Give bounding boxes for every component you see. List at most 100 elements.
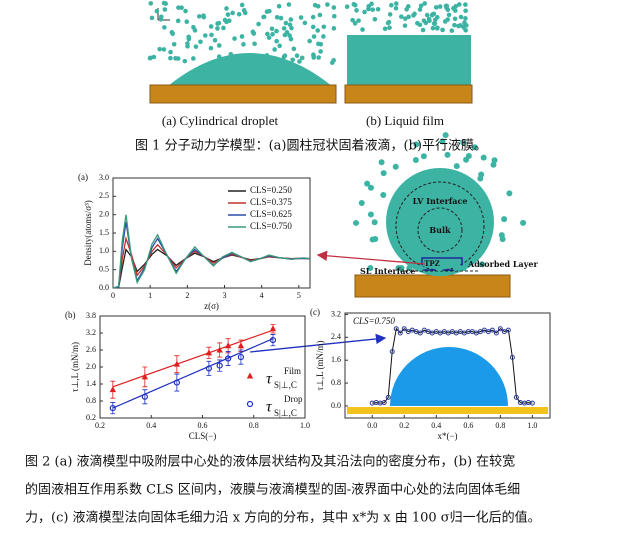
molecule [417,22,423,28]
molecule [421,18,427,23]
molecule [191,56,196,61]
molecule [435,265,442,271]
molecule [375,6,381,12]
molecule [169,30,175,35]
molecule [157,46,162,52]
data-point [216,362,223,369]
legend-marker [246,400,254,408]
molecule [277,43,282,49]
error-bar [238,349,244,365]
error-bar [206,360,212,376]
x-tick-label: 3 [223,291,227,300]
molecule [378,159,385,166]
molecule [302,20,308,26]
data-point [237,342,245,349]
molecule [186,36,192,42]
data-point [389,349,395,355]
molecule [315,28,321,33]
molecule [228,51,234,57]
molecule [393,1,399,6]
molecule [499,236,506,243]
y-axis-label: Density(atoms/σ³) [83,200,93,266]
y-tick-label: 3.2 [331,309,341,318]
molecule [241,42,246,47]
data-point [417,330,423,336]
molecule [463,16,468,21]
molecule [344,4,350,9]
molecule [161,47,167,52]
molecule [168,49,173,55]
lv-boundary [395,181,485,271]
molecule [284,30,290,35]
molecule [430,25,436,31]
annotation: CLS=0.750 [353,316,395,326]
molecule [506,190,513,197]
substrate [354,274,511,298]
molecule [316,55,322,60]
data-point [205,365,213,372]
molecule [406,265,413,271]
molecule [331,13,337,19]
molecule [501,216,508,223]
molecule [420,153,427,160]
panel-label: (a) [78,172,88,182]
data-point [269,336,277,344]
molecule [440,27,445,33]
molecule [162,7,168,12]
figure-caption: 的固液相互作用系数 CLS 区间内，液膜与液滴模型的固-液界面中心处的法向固体毛… [25,482,520,498]
data-point [141,393,148,400]
x-tick-label: 1.0 [527,421,537,430]
data-point [513,394,519,400]
molecule [393,5,399,11]
molecule [418,3,424,9]
droplet [386,168,494,276]
y-axis-label: τ⊥,L (mN/m) [315,340,325,390]
y-tick-label: 3.2 [86,328,96,337]
molecule [225,12,231,17]
molecule [221,25,226,31]
molecule [159,14,164,20]
molecule [385,20,391,26]
bulk-boundary [417,207,463,253]
data-point [141,373,149,380]
molecule [283,20,289,26]
molecule [281,54,287,60]
molecule [399,14,404,19]
diagram-label: LV Interface [413,196,468,206]
x-tick-label: 1.0 [300,421,310,430]
molecule [208,45,214,51]
y-tick-label: 0.5 [99,264,109,273]
data-point [401,326,407,332]
molecule [270,56,276,61]
molecule [312,2,318,8]
error-bar [174,373,180,392]
molecule [442,19,448,24]
molecule [331,5,337,10]
molecule [480,154,487,161]
data-point [237,353,245,361]
arrow [249,333,387,353]
legend-label: Drop [284,394,303,404]
molecule [185,41,190,46]
molecule [179,5,184,10]
molecule [297,59,302,64]
data-point [173,360,181,367]
molecule [456,23,461,29]
molecule [198,39,203,45]
molecule [478,171,485,178]
molecule [281,26,287,31]
molecule [272,47,277,52]
molecule [208,24,214,29]
molecule [451,6,456,11]
molecule [193,44,199,49]
molecule [350,17,355,23]
molecule [367,184,374,191]
data-point [173,379,180,386]
molecule [372,16,378,22]
data-point [205,349,213,356]
y-tick-label: 2.0 [86,362,96,371]
molecule [184,19,190,25]
y-tick-label: 1.0 [99,246,109,255]
data-point [509,354,515,360]
